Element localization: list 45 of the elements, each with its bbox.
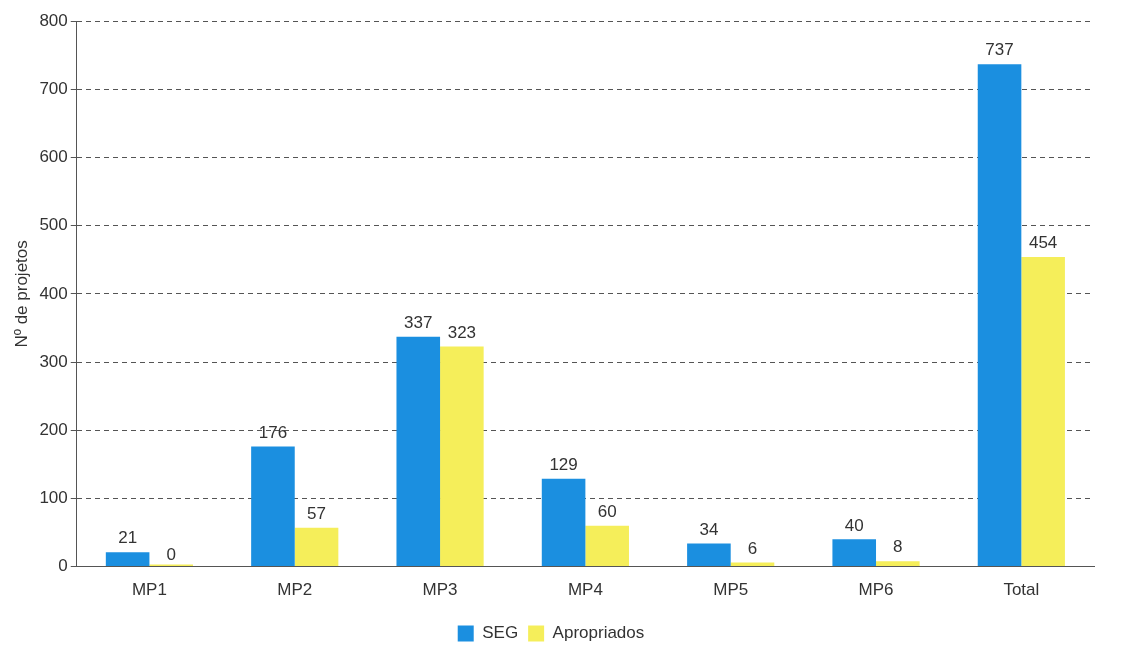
y-tick-label: 700 — [39, 79, 68, 99]
data-label: 323 — [447, 322, 477, 342]
data-label: 0 — [166, 544, 176, 564]
data-label: 129 — [549, 454, 578, 474]
legend-label: SEG — [482, 623, 519, 643]
x-tick-label: MP2 — [277, 580, 313, 600]
data-label: 176 — [258, 422, 288, 442]
y-tick-label: 400 — [39, 283, 68, 303]
y-tick-label: 600 — [39, 147, 68, 167]
data-label: 57 — [307, 503, 326, 523]
bar — [440, 346, 484, 567]
data-label: 21 — [118, 528, 138, 548]
bar — [251, 446, 295, 567]
data-label: 454 — [1028, 233, 1058, 253]
bar — [294, 527, 339, 567]
x-tick-label: MP5 — [713, 580, 749, 600]
data-label: 337 — [404, 313, 433, 333]
y-axis-title: Nº de projetos — [11, 240, 31, 348]
data-label: 34 — [699, 519, 719, 539]
y-tick-label: 200 — [39, 419, 68, 439]
data-label: 6 — [747, 538, 758, 558]
y-tick-label: 500 — [39, 215, 68, 235]
bar — [876, 561, 920, 567]
bar — [1021, 257, 1065, 567]
bar — [585, 525, 629, 567]
y-tick-label: 0 — [58, 556, 68, 576]
bar — [105, 552, 150, 567]
bar — [832, 539, 877, 567]
data-label: 8 — [893, 537, 903, 557]
x-tick-label: Total — [1003, 580, 1040, 600]
bar — [687, 543, 731, 567]
bar — [396, 336, 441, 567]
x-tick-label: MP4 — [567, 580, 603, 600]
legend-label: Apropriados — [552, 623, 645, 643]
bar — [541, 478, 586, 567]
data-label: 40 — [844, 515, 864, 535]
x-tick-label: MP3 — [422, 580, 458, 600]
y-tick-label: 300 — [39, 351, 68, 371]
x-tick-label: MP6 — [858, 580, 894, 600]
data-label: 737 — [985, 40, 1014, 60]
bar — [977, 64, 1022, 567]
data-label: 60 — [597, 501, 617, 521]
x-tick-label: MP1 — [131, 580, 167, 600]
y-tick-label: 100 — [39, 488, 68, 508]
y-tick-label: 800 — [39, 10, 68, 30]
